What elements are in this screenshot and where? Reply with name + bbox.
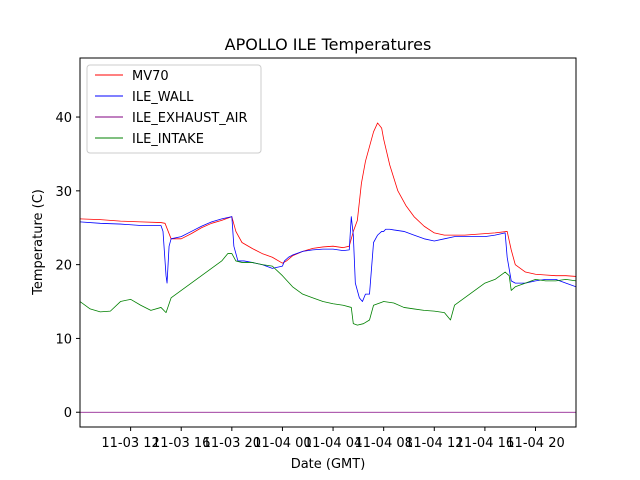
- y-tick-label: 20: [55, 259, 72, 274]
- x-tick-label: 11-03 12: [101, 436, 159, 451]
- y-axis-label: Temperature (C): [31, 189, 46, 296]
- x-tick-label: 11-04 04: [304, 436, 362, 451]
- y-tick-label: 30: [55, 185, 72, 200]
- chart-title: APOLLO ILE Temperatures: [225, 35, 432, 54]
- plot-frame: [79, 57, 577, 428]
- legend-label-mv70: MV70: [132, 69, 169, 84]
- y-tick-label: 10: [55, 332, 72, 347]
- legend-box: [86, 64, 262, 154]
- x-axis-label: Date (GMT): [291, 457, 366, 472]
- series-line-ile-intake: [80, 253, 576, 326]
- legend-label-ile-exhaust-air: ILE_EXHAUST_AIR: [132, 111, 248, 126]
- x-tick-label: 11-03 16: [152, 436, 210, 451]
- legend-label-ile-intake: ILE_INTAKE: [132, 132, 204, 147]
- x-tick-label: 11-04 16: [456, 436, 514, 451]
- x-tick-label: 11-04 12: [405, 436, 463, 451]
- series-layer: [80, 122, 576, 413]
- x-tick-label: 11-04 08: [354, 436, 412, 451]
- y-tick-label: 40: [55, 111, 72, 126]
- y-tick-label: 0: [64, 406, 72, 421]
- series-line-ile-wall: [80, 216, 576, 302]
- x-tick-label: 11-03 20: [203, 436, 261, 451]
- y-axis: 0 10 20 30 40: [55, 111, 80, 421]
- x-tick-label: 11-04 20: [506, 436, 564, 451]
- series-line-mv70: [80, 122, 576, 277]
- legend-label-ile-wall: ILE_WALL: [132, 90, 194, 105]
- legend: MV70 ILE_WALL ILE_EXHAUST_AIR ILE_INTAKE: [86, 64, 262, 154]
- x-tick-label: 11-04 00: [253, 436, 311, 451]
